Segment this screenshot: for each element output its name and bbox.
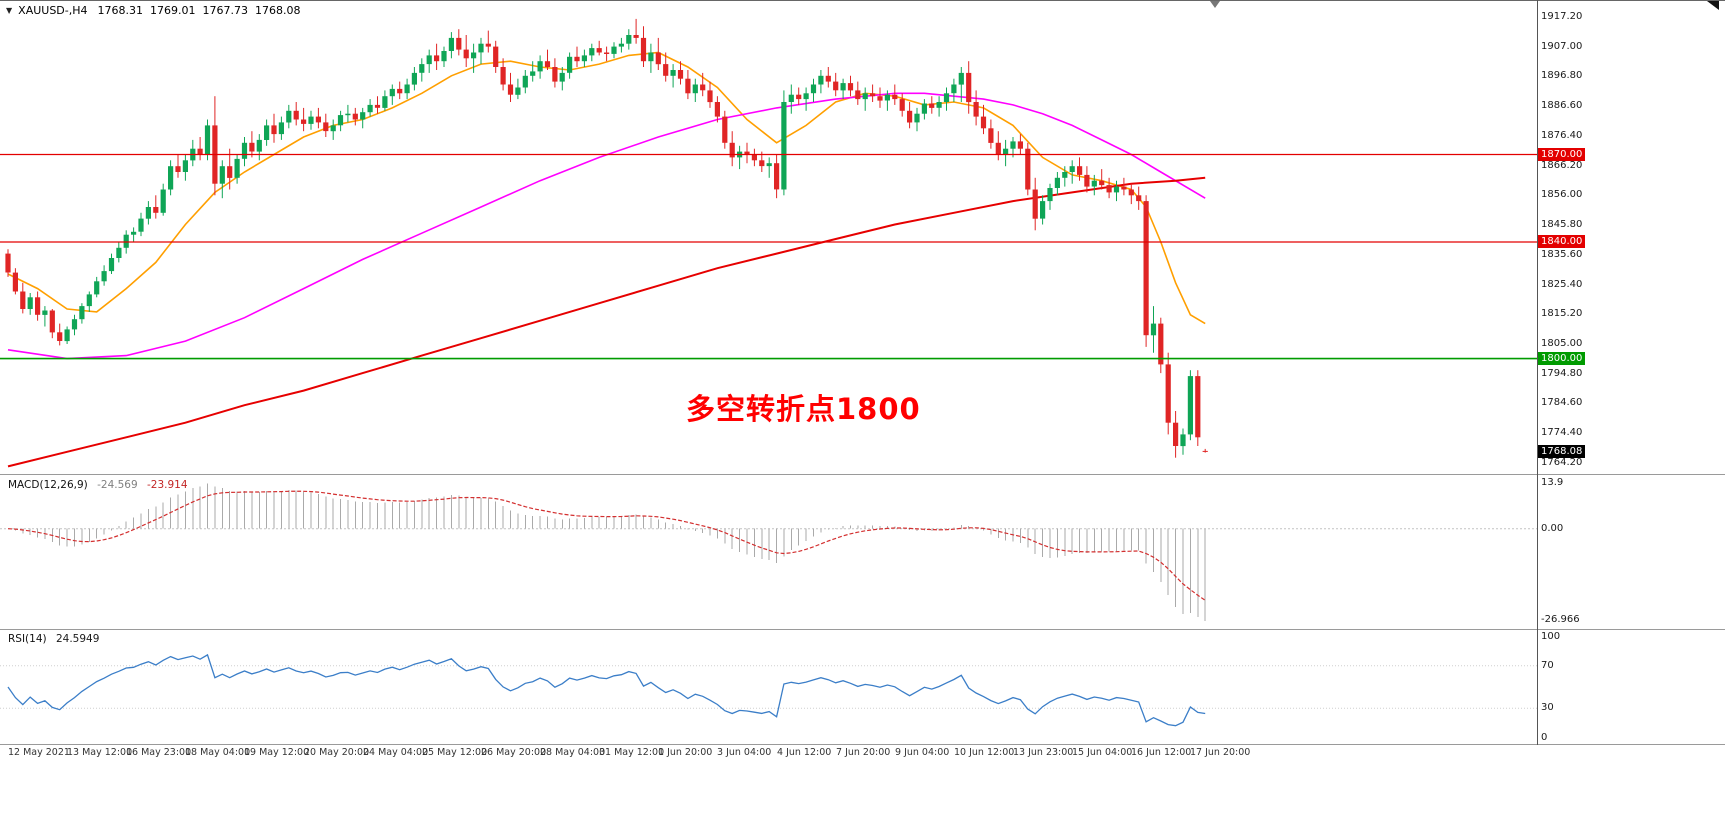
- time-tick-label: 20 May 20:00: [304, 747, 370, 758]
- macd-panel-canvas[interactable]: [0, 475, 1537, 629]
- low-value: 1767.73: [202, 4, 249, 17]
- macd-indicator-label: MACD(12,26,9) -24.569 -23.914: [8, 479, 188, 491]
- time-tick-label: 4 Jun 12:00: [777, 747, 832, 758]
- price-tick-label: 1815.20: [1541, 308, 1583, 319]
- price-tick-label: 1907.00: [1541, 41, 1583, 52]
- price-tick-label: 1886.60: [1541, 100, 1583, 111]
- time-tick-label: 12 May 2021: [8, 747, 70, 758]
- hline-price-tag-1870[interactable]: 1870.00: [1538, 148, 1586, 161]
- rsi-panel-canvas[interactable]: [0, 630, 1537, 744]
- price-tick-label: 1876.40: [1541, 130, 1583, 141]
- rsi-value: 24.5949: [55, 633, 100, 645]
- price-tick-label: 1866.20: [1541, 160, 1583, 171]
- macd-scale-bottom: -26.966: [1541, 614, 1580, 625]
- price-tick-label: 1856.00: [1541, 189, 1583, 200]
- rsi-scale-100: 100: [1541, 631, 1561, 642]
- corner-triangle-icon: [1707, 1, 1719, 10]
- time-tick-label: 10 Jun 12:00: [954, 747, 1015, 758]
- time-tick-label: 26 May 20:00: [481, 747, 547, 758]
- shift-marker-icon[interactable]: [1210, 1, 1220, 8]
- time-axis[interactable]: 12 May 2021 13 May 12:00 16 May 23:00 18 Ma…: [0, 747, 1725, 761]
- time-tick-label: 18 May 04:00: [185, 747, 251, 758]
- rsi-indicator-label: RSI(14) 24.5949: [8, 633, 99, 645]
- hline-price-tag-1840[interactable]: 1840.00: [1538, 235, 1586, 248]
- time-tick-label: 24 May 04:00: [363, 747, 429, 758]
- price-tick-label: 1917.20: [1541, 11, 1583, 22]
- macd-name: MACD(12,26,9): [8, 479, 88, 491]
- price-tick-label: 1845.80: [1541, 219, 1583, 230]
- current-price-tag: 1768.08: [1538, 445, 1586, 458]
- rsi-name: RSI(14): [8, 633, 47, 645]
- main-chart-canvas[interactable]: [0, 0, 1537, 474]
- time-tick-label: 16 May 23:00: [126, 747, 192, 758]
- window-top-border: [0, 0, 1725, 1]
- macd-signal-value: -23.914: [146, 479, 188, 491]
- time-tick-label: 15 Jun 04:00: [1072, 747, 1133, 758]
- price-axis[interactable]: 1764.20 1774.40 1784.60 1794.80 1805.00 1815.…: [0, 0, 1725, 745]
- time-tick-label: 9 Jun 04:00: [895, 747, 950, 758]
- price-scale-border: [1537, 0, 1538, 745]
- open-value: 1768.31: [97, 4, 144, 17]
- hline-price-tag-1800[interactable]: 1800.00: [1538, 352, 1586, 365]
- panel-separator-time: [0, 744, 1725, 745]
- rsi-scale-0: 0: [1541, 732, 1548, 743]
- macd-main-value: -24.569: [97, 479, 138, 491]
- price-tick-label: 1835.60: [1541, 249, 1583, 260]
- time-tick-label: 13 May 12:00: [67, 747, 133, 758]
- price-tick-label: 1896.80: [1541, 70, 1583, 81]
- panel-separator-macd[interactable]: [0, 474, 1725, 475]
- symbol-label: XAUUSD-,H4: [18, 4, 88, 17]
- macd-scale-top: 13.9: [1541, 477, 1564, 488]
- ohlc-header: ▼ XAUUSD-,H4 1768.31 1769.01 1767.73 176…: [6, 4, 308, 17]
- price-tick-label: 1774.40: [1541, 427, 1583, 438]
- time-tick-label: 31 May 12:00: [599, 747, 665, 758]
- price-tick-label: 1784.60: [1541, 397, 1583, 408]
- rsi-scale-70: 70: [1541, 660, 1554, 671]
- rsi-scale-30: 30: [1541, 702, 1554, 713]
- price-tick-label: 1825.40: [1541, 279, 1583, 290]
- time-tick-label: 25 May 12:00: [422, 747, 488, 758]
- panel-separator-rsi[interactable]: [0, 629, 1725, 630]
- price-tick-label: 1794.80: [1541, 368, 1583, 379]
- close-value: 1768.08: [255, 4, 301, 17]
- price-tick-label: 1764.20: [1541, 457, 1583, 468]
- time-tick-label: 1 Jun 20:00: [658, 747, 713, 758]
- time-tick-label: 3 Jun 04:00: [717, 747, 772, 758]
- time-tick-label: 13 Jun 23:00: [1013, 747, 1074, 758]
- time-tick-label: 17 Jun 20:00: [1190, 747, 1251, 758]
- macd-scale-zero: 0.00: [1541, 523, 1564, 534]
- price-tick-label: 1805.00: [1541, 338, 1583, 349]
- time-tick-label: 7 Jun 20:00: [836, 747, 891, 758]
- symbol-dropdown-icon[interactable]: ▼: [6, 6, 13, 15]
- annotation-text[interactable]: 多空转折点1800: [686, 392, 921, 426]
- time-tick-label: 28 May 04:00: [540, 747, 606, 758]
- time-tick-label: 19 May 12:00: [244, 747, 310, 758]
- time-tick-label: 16 Jun 12:00: [1131, 747, 1192, 758]
- high-value: 1769.01: [150, 4, 196, 17]
